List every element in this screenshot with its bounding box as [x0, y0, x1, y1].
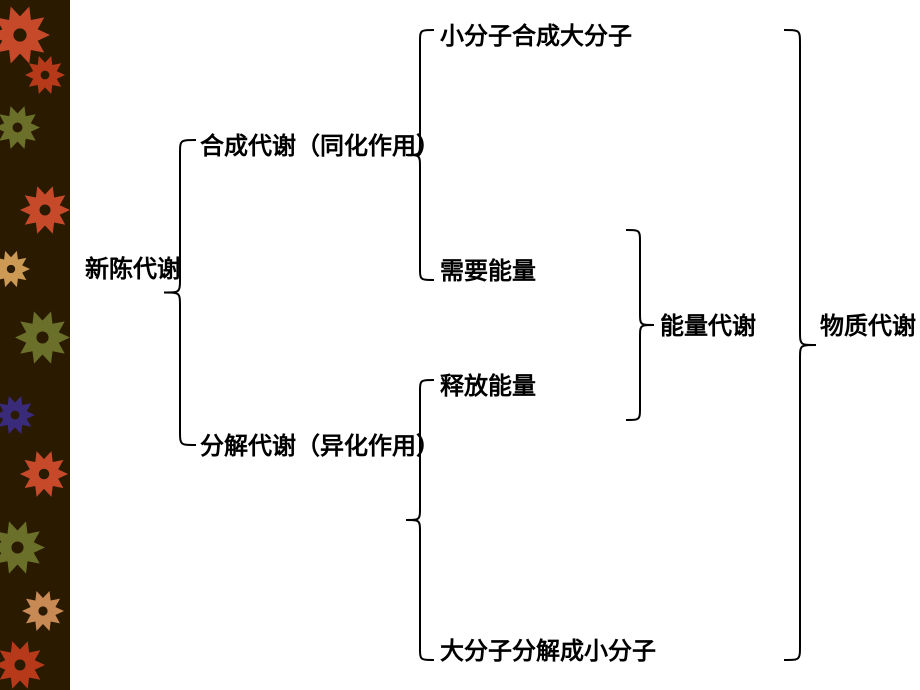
sidebar-gear-icon	[20, 185, 70, 235]
sidebar-gear-icon	[20, 450, 68, 498]
node-catabolism: 分解代谢（异化作用）	[200, 426, 440, 461]
node-energy-metab: 能量代谢	[660, 306, 756, 341]
node-small-to-large: 小分子合成大分子	[440, 16, 632, 51]
slide-root: 新陈代谢 合成代谢（同化作用） 分解代谢（异化作用） 小分子合成大分子 需要能量…	[0, 0, 920, 690]
sidebar-gear-icon	[22, 590, 64, 632]
node-need-energy: 需要能量	[440, 251, 536, 286]
sidebar-gear-icon	[0, 520, 45, 575]
sidebar-gear-icon	[0, 640, 45, 690]
brace-b1	[164, 140, 196, 445]
node-anabolism: 合成代谢（同化作用）	[200, 126, 440, 161]
decorative-sidebar	[0, 0, 70, 690]
node-substance-metab: 物质代谢	[820, 306, 916, 341]
brace-b5	[784, 30, 816, 660]
sidebar-gear-icon	[25, 55, 65, 95]
brace-layer	[0, 0, 920, 690]
sidebar-gear-icon	[0, 250, 30, 288]
sidebar-gear-icon	[0, 395, 35, 435]
brace-b4	[626, 230, 654, 420]
sidebar-gear-icon	[0, 105, 40, 150]
node-release-energy: 释放能量	[440, 366, 536, 401]
node-large-to-small: 大分子分解成小分子	[440, 631, 656, 666]
node-root: 新陈代谢	[85, 249, 181, 284]
brace-b3	[406, 380, 434, 660]
sidebar-gear-icon	[15, 310, 70, 365]
